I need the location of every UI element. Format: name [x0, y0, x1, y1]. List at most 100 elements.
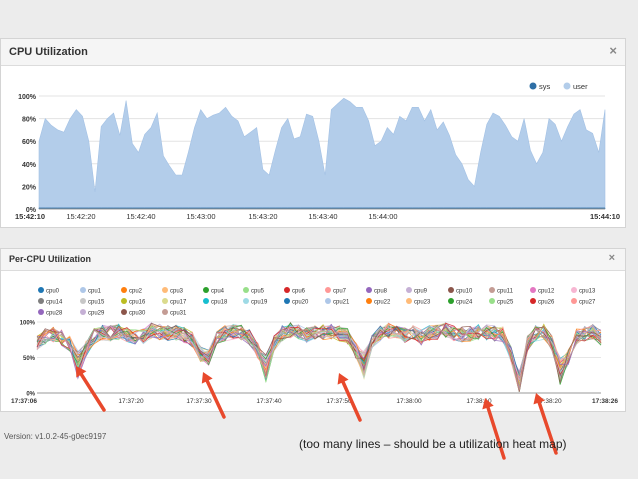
legend-swatch-cpu9	[406, 287, 412, 293]
legend-label-cpu24: cpu24	[456, 300, 473, 306]
legend-label-cpu29: cpu29	[88, 311, 105, 317]
x-tick-label: 15:43:40	[308, 212, 337, 221]
x-tick-label: 15:43:00	[186, 212, 215, 221]
legend-label-cpu26: cpu26	[538, 300, 555, 306]
legend-swatch-cpu16	[121, 298, 127, 304]
y-tick-label: 60%	[22, 139, 37, 146]
legend-swatch-cpu31	[162, 309, 168, 315]
x-tick-label: 17:37:20	[118, 398, 144, 405]
legend-swatch-cpu18	[203, 298, 209, 304]
cpu-utilization-chart: 0% 20% 40% 60% 80% 100% 15:42:10 15:42:20 15:42:…	[15, 82, 620, 221]
legend-label-cpu17: cpu17	[170, 300, 187, 306]
legend-label-cpu27: cpu27	[579, 300, 596, 306]
legend-swatch-cpu28	[38, 309, 44, 315]
legend-swatch-cpu25	[489, 298, 495, 304]
legend-swatch-cpu21	[325, 298, 331, 304]
legend-label-cpu11: cpu11	[497, 289, 514, 295]
legend-swatch-cpu29	[80, 309, 86, 315]
y-tick-label: 0%	[26, 392, 35, 398]
y-tick-label: 80%	[22, 117, 37, 124]
x-tick-label: 15:43:20	[248, 212, 277, 221]
legend-label-cpu3: cpu3	[170, 289, 184, 295]
legend-label-cpu30: cpu30	[129, 311, 146, 317]
x-tick-label: 17:38:00	[396, 398, 422, 405]
per-cpu-utilization-panel: Per-CPU Utilization × cpu0 cpu1 cpu2 cpu3 cp…	[0, 248, 626, 412]
legend-swatch-cpu26	[530, 298, 536, 304]
legend-label-cpu19: cpu19	[251, 300, 268, 306]
legend-label-cpu23: cpu23	[414, 300, 431, 306]
x-tick-label: 17:37:50	[326, 398, 352, 405]
x-tick-label: 17:38:26	[592, 398, 618, 405]
legend-label-cpu18: cpu18	[211, 300, 228, 306]
cpu-utilization-panel: CPU Utilization × 0% 20% 40% 60% 80% 100% 15:4…	[0, 38, 626, 228]
y-tick-label: 50%	[23, 356, 36, 362]
legend-label-cpu4: cpu4	[211, 289, 225, 295]
legend-label-cpu12: cpu12	[538, 289, 555, 295]
legend-label-cpu10: cpu10	[456, 289, 473, 295]
legend-label-cpu25: cpu25	[497, 300, 514, 306]
x-tick-label: 15:42:10	[15, 212, 45, 221]
cpu-utilization-header: CPU Utilization ×	[1, 39, 625, 66]
x-tick-label: 17:37:40	[256, 398, 282, 405]
x-tick-label: 17:38:10	[466, 398, 492, 405]
legend-swatch-cpu19	[243, 298, 249, 304]
legend-label-cpu22: cpu22	[374, 300, 391, 306]
version-label: Version: v1.0.2-45-g0ec9197	[4, 432, 107, 441]
series-line-cpu31	[36, 325, 602, 391]
legend-label-cpu5: cpu5	[251, 289, 265, 295]
legend-swatch-cpu24	[448, 298, 454, 304]
legend-label-user: user	[573, 82, 588, 91]
per-cpu-utilization-title: Per-CPU Utilization	[9, 254, 92, 264]
legend-label-cpu0: cpu0	[46, 289, 60, 295]
y-tick-label: 40%	[22, 162, 37, 169]
legend-label-cpu28: cpu28	[46, 311, 63, 317]
user-area	[38, 97, 606, 210]
annotation-note: (too many lines – should be a utilizatio…	[299, 437, 567, 451]
legend-label-cpu9: cpu9	[414, 289, 428, 295]
legend-label-cpu15: cpu15	[88, 300, 105, 306]
legend-swatch-cpu12	[530, 287, 536, 293]
legend-swatch-cpu7	[325, 287, 331, 293]
legend-swatch-cpu17	[162, 298, 168, 304]
legend-label-cpu6: cpu6	[292, 289, 306, 295]
per-cpu-utilization-header: Per-CPU Utilization ×	[1, 249, 625, 271]
legend-label-cpu14: cpu14	[46, 300, 63, 306]
legend-swatch-cpu0	[38, 287, 44, 293]
x-tick-label: 17:37:06	[11, 398, 37, 405]
x-tick-label: 15:44:00	[368, 212, 397, 221]
legend-swatch-user	[563, 82, 571, 90]
legend-label-cpu8: cpu8	[374, 289, 388, 295]
legend-label-cpu13: cpu13	[579, 289, 596, 295]
legend-swatch-cpu15	[80, 298, 86, 304]
close-icon[interactable]: ×	[608, 252, 615, 264]
legend-label-cpu2: cpu2	[129, 289, 143, 295]
y-tick-label: 100%	[20, 321, 36, 327]
legend-label-cpu21: cpu21	[333, 300, 350, 306]
x-tick-label: 17:37:30	[186, 398, 212, 405]
legend-swatch-cpu13	[571, 287, 577, 293]
legend-swatch-cpu2	[121, 287, 127, 293]
y-tick-label: 0%	[26, 207, 37, 214]
x-tick-label: 15:42:40	[126, 212, 155, 221]
legend-label-cpu20: cpu20	[292, 300, 309, 306]
legend-label-cpu7: cpu7	[333, 289, 347, 295]
legend-label-cpu1: cpu1	[88, 289, 102, 295]
legend-swatch-cpu23	[406, 298, 412, 304]
legend-label-sys: sys	[539, 82, 551, 91]
x-tick-label: 15:42:20	[66, 212, 95, 221]
per-cpu-utilization-chart: cpu0 cpu1 cpu2 cpu3 cpu4 cpu5 cpu6 cpu7 cpu8 cpu9…	[11, 287, 618, 405]
close-icon[interactable]: ×	[609, 43, 617, 58]
legend-swatch-cpu22	[366, 298, 372, 304]
legend-swatch-cpu10	[448, 287, 454, 293]
legend-swatch-cpu3	[162, 287, 168, 293]
legend-swatch-cpu1	[80, 287, 86, 293]
legend-swatch-cpu27	[571, 298, 577, 304]
y-tick-label: 20%	[22, 184, 37, 191]
legend-label-cpu31: cpu31	[170, 311, 187, 317]
legend-swatch-cpu30	[121, 309, 127, 315]
legend-swatch-cpu8	[366, 287, 372, 293]
legend-swatch-sys	[529, 82, 537, 90]
legend-swatch-cpu5	[243, 287, 249, 293]
legend-label-cpu16: cpu16	[129, 300, 146, 306]
y-tick-label: 100%	[18, 94, 37, 101]
